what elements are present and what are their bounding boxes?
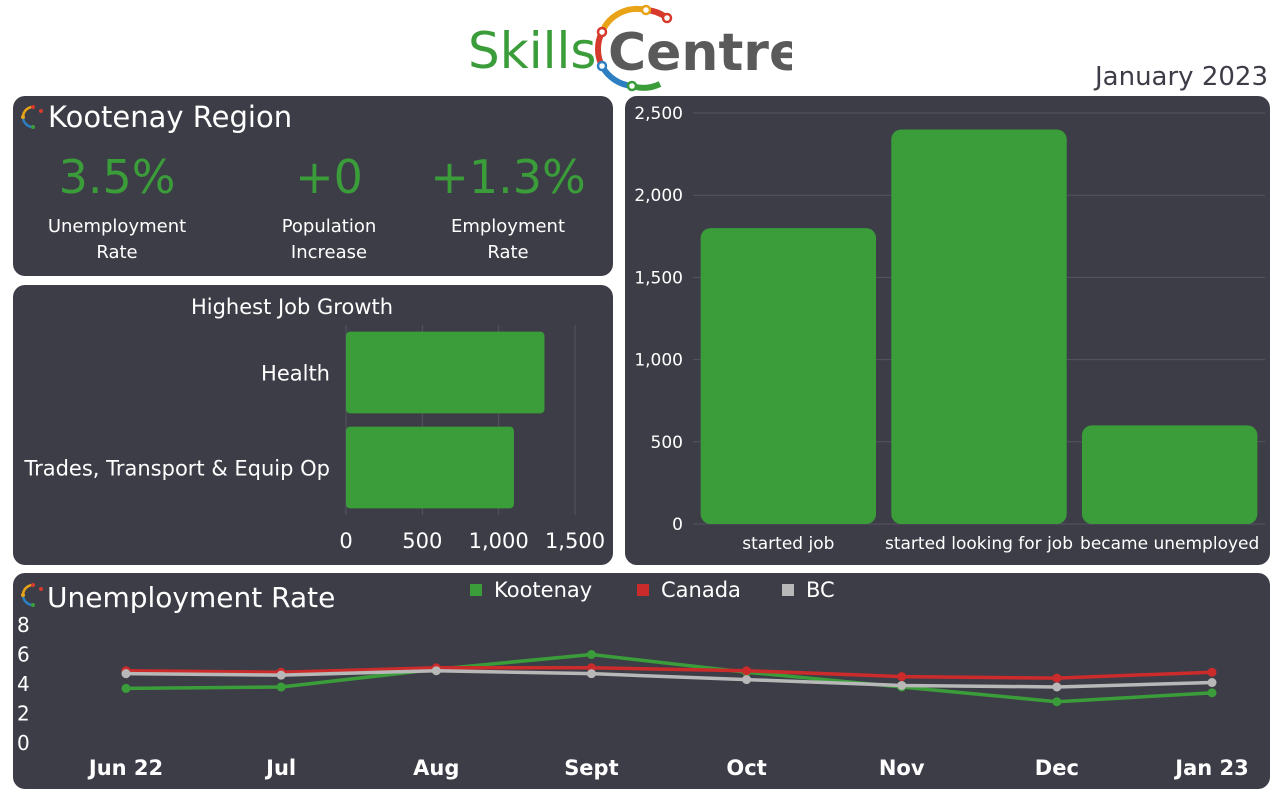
job-growth-chart: Highest Job Growth 0 500 1,000 1,500 Health Tr…	[23, 295, 605, 553]
category-label: Trades, Transport & Equip Op	[23, 457, 330, 481]
x-tick-label: Dec	[1035, 756, 1079, 780]
legend-canada: Canada	[637, 578, 741, 602]
series-line-kootenay	[125, 652, 1213, 704]
data-point	[1207, 667, 1217, 677]
kpi-label-line2: Rate	[487, 242, 529, 263]
kpi-label: Unemployment Rate	[17, 214, 217, 266]
kpi-label: Population Increase	[229, 214, 429, 266]
kpi-label-line2: Increase	[290, 242, 368, 263]
category-label: Health	[261, 362, 330, 386]
kpi-value: +0	[295, 150, 363, 204]
logo-word-centre: Centre	[608, 23, 792, 83]
unemployment-trend-panel	[13, 573, 1270, 789]
region-title: Kootenay Region	[48, 100, 293, 134]
x-tick-label: Sept	[564, 756, 618, 780]
kpi-label-line2: Rate	[96, 242, 138, 263]
bar	[346, 331, 545, 414]
chart-title: Highest Job Growth	[191, 295, 393, 319]
kpi-unemployment: 3.5% Unemployment Rate	[17, 154, 217, 266]
x-tick-label: Nov	[879, 756, 925, 780]
data-point	[586, 650, 596, 659]
legend-label: BC	[806, 578, 835, 602]
kpi-population: +0 Population Increase	[229, 154, 429, 266]
y-tick-label: 2	[17, 702, 30, 726]
chart-title: Unemployment Rate	[47, 581, 335, 614]
y-tick-label: 2,500	[634, 104, 683, 124]
job-flow-chart: 0 500 1,000 1,500 2,000 2,500 started job start…	[634, 104, 1265, 554]
series-line-bc	[125, 668, 1213, 689]
bar	[1081, 425, 1258, 524]
x-tick-label: Jun 22	[87, 756, 163, 780]
data-point	[121, 683, 131, 693]
data-point	[897, 672, 907, 682]
legend-bc: BC	[782, 578, 835, 602]
y-tick-label: 8	[17, 613, 30, 637]
series-line-canada	[125, 666, 1213, 680]
category-label: started looking for job	[885, 534, 1073, 554]
x-tick-label: Jan 23	[1173, 756, 1248, 780]
unemployment-line-chart: Unemployment Rate 0 2 4 6 8 Jun 22 Jul Aug Sept Oc…	[17, 581, 1249, 780]
y-tick-label: 500	[651, 433, 683, 453]
legend-swatch	[470, 584, 482, 596]
data-point	[1052, 697, 1062, 707]
y-tick-label: 4	[17, 672, 30, 696]
x-tick-label: Oct	[726, 756, 766, 780]
bar	[891, 129, 1067, 524]
kpi-label-line1: Employment	[450, 216, 566, 237]
data-point	[742, 666, 752, 676]
kpi-label-line1: Unemployment	[47, 216, 187, 237]
data-point	[1207, 688, 1217, 698]
data-point	[1052, 682, 1062, 692]
mini-logo-icon	[21, 105, 43, 129]
data-point	[1052, 673, 1062, 683]
legend-label: Canada	[661, 578, 741, 602]
kpi-label: Employment Rate	[408, 214, 608, 266]
kpi-value: 3.5%	[58, 150, 176, 204]
data-point	[742, 675, 752, 685]
data-point	[897, 680, 907, 690]
x-tick-label: 500	[402, 529, 442, 553]
y-tick-label: 0	[672, 515, 683, 535]
kpi-value: +1.3%	[430, 150, 586, 204]
bar	[346, 426, 514, 509]
mini-logo-icon	[21, 583, 43, 607]
x-tick-label: 0	[339, 529, 352, 553]
bar	[700, 228, 877, 524]
kpi-employment: +1.3% Employment Rate	[408, 154, 608, 266]
logo-ring-icon	[595, 4, 673, 92]
y-tick-label: 2,000	[634, 186, 683, 206]
logo-word-skills: Skills	[468, 22, 596, 80]
x-tick-label: Aug	[413, 756, 459, 780]
category-label: became unemployed	[1080, 534, 1259, 554]
y-tick-label: 0	[17, 731, 30, 755]
x-tick-label: Jul	[264, 756, 296, 780]
data-point	[586, 669, 596, 679]
legend-kootenay: Kootenay	[470, 578, 592, 602]
legend-swatch	[637, 584, 649, 596]
x-tick-label: 1,500	[545, 529, 605, 553]
data-point	[431, 666, 441, 676]
legend-swatch	[782, 584, 794, 596]
region-kpi-panel	[13, 96, 613, 276]
data-point	[276, 670, 286, 680]
data-point	[121, 669, 131, 679]
y-tick-label: 6	[17, 643, 30, 667]
category-label: started job	[742, 534, 834, 554]
x-tick-label: 1,000	[469, 529, 529, 553]
data-point	[276, 682, 286, 692]
report-date: January 2023	[1095, 62, 1268, 92]
kpi-label-line1: Population	[281, 216, 377, 237]
y-tick-label: 1,500	[634, 268, 683, 288]
y-tick-label: 1,000	[634, 351, 683, 371]
skills-centre-logo: Skills Centre	[468, 4, 792, 92]
legend-label: Kootenay	[494, 578, 593, 602]
data-point	[1207, 678, 1217, 688]
